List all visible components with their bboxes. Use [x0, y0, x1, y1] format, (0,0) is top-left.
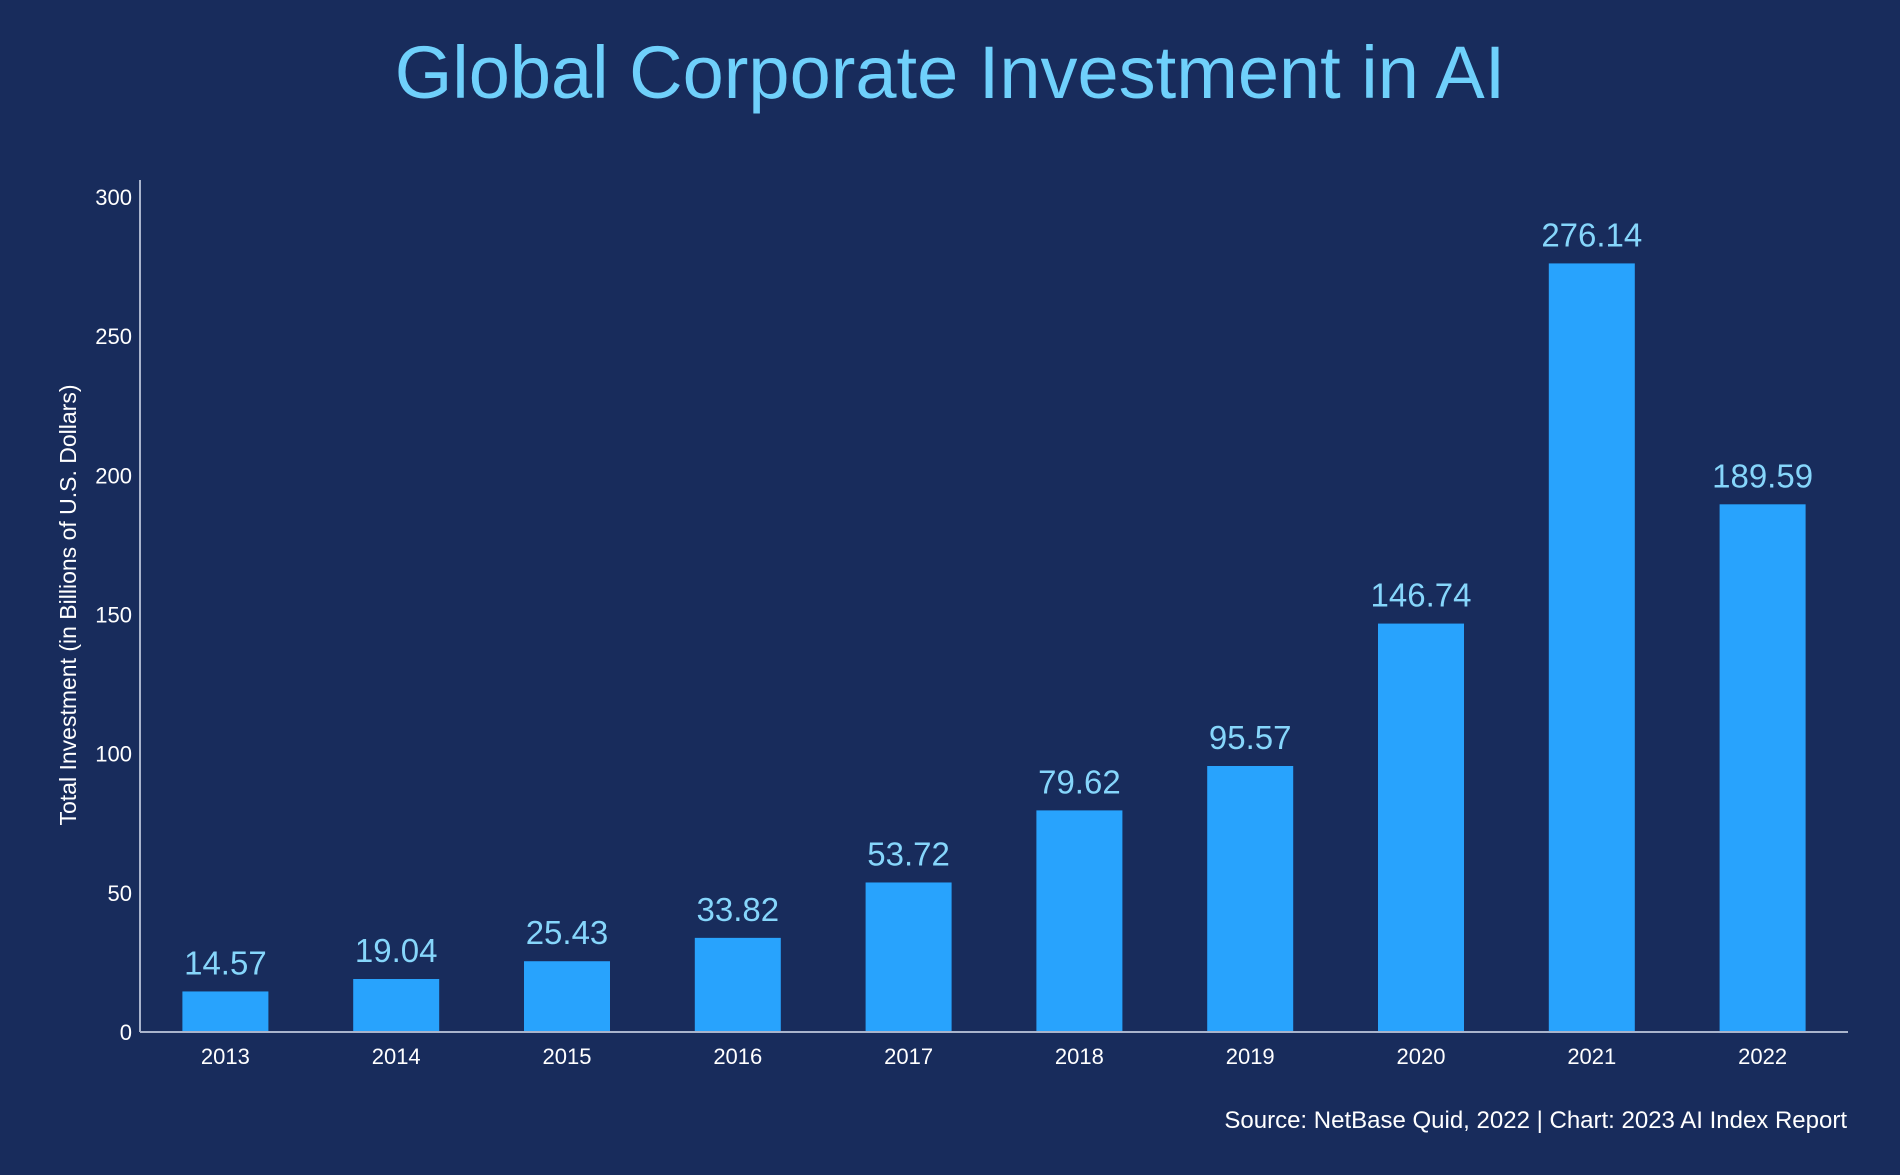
y-tick-label: 200 — [95, 463, 132, 488]
y-tick-label: 150 — [95, 603, 132, 628]
y-tick-label: 250 — [95, 324, 132, 349]
value-label: 79.62 — [1038, 763, 1121, 800]
y-axis-title: Total Investment (in Billions of U.S. Do… — [55, 385, 81, 826]
value-label: 276.14 — [1541, 216, 1642, 253]
chart-title: Global Corporate Investment in AI — [394, 31, 1506, 114]
value-labels: 14.57 19.04 25.43 33.82 53.72 79.62 95.57 146.7… — [184, 216, 1813, 981]
bars — [182, 263, 1806, 1032]
x-axis-labels: 2013 2014 2015 2016 2017 2018 2019 2020 2021 2022 — [201, 1044, 1787, 1069]
bar — [865, 882, 952, 1032]
bar — [1207, 765, 1294, 1032]
value-label: 53.72 — [867, 835, 950, 872]
bar — [182, 991, 269, 1032]
y-tick-label: 300 — [95, 185, 132, 210]
bar — [694, 937, 781, 1032]
x-tick-label: 2014 — [372, 1044, 421, 1069]
value-label: 189.59 — [1712, 457, 1813, 494]
bar — [1719, 504, 1806, 1032]
x-tick-label: 2013 — [201, 1044, 250, 1069]
x-tick-label: 2018 — [1055, 1044, 1104, 1069]
value-label: 146.74 — [1371, 577, 1472, 614]
value-label: 95.57 — [1209, 719, 1292, 756]
bar — [524, 961, 610, 1032]
value-label: 14.57 — [184, 944, 267, 981]
bar — [1378, 623, 1464, 1032]
bar — [1036, 810, 1123, 1032]
bar — [353, 979, 440, 1032]
y-axis-ticks: 0 50 100 150 200 250 300 — [95, 185, 132, 1045]
value-label: 25.43 — [526, 914, 609, 951]
x-tick-label: 2022 — [1738, 1044, 1787, 1069]
x-tick-label: 2020 — [1397, 1044, 1446, 1069]
value-label: 19.04 — [355, 932, 438, 969]
y-tick-label: 0 — [120, 1020, 132, 1045]
x-tick-label: 2016 — [713, 1044, 762, 1069]
value-label: 33.82 — [697, 891, 780, 928]
x-tick-label: 2015 — [543, 1044, 592, 1069]
x-tick-label: 2019 — [1226, 1044, 1275, 1069]
source-note: Source: NetBase Quid, 2022 | Chart: 2023… — [1224, 1107, 1847, 1134]
bar — [1548, 263, 1635, 1032]
x-tick-label: 2021 — [1567, 1044, 1616, 1069]
x-tick-label: 2017 — [884, 1044, 933, 1069]
y-tick-label: 100 — [95, 742, 132, 767]
y-tick-label: 50 — [108, 881, 132, 906]
